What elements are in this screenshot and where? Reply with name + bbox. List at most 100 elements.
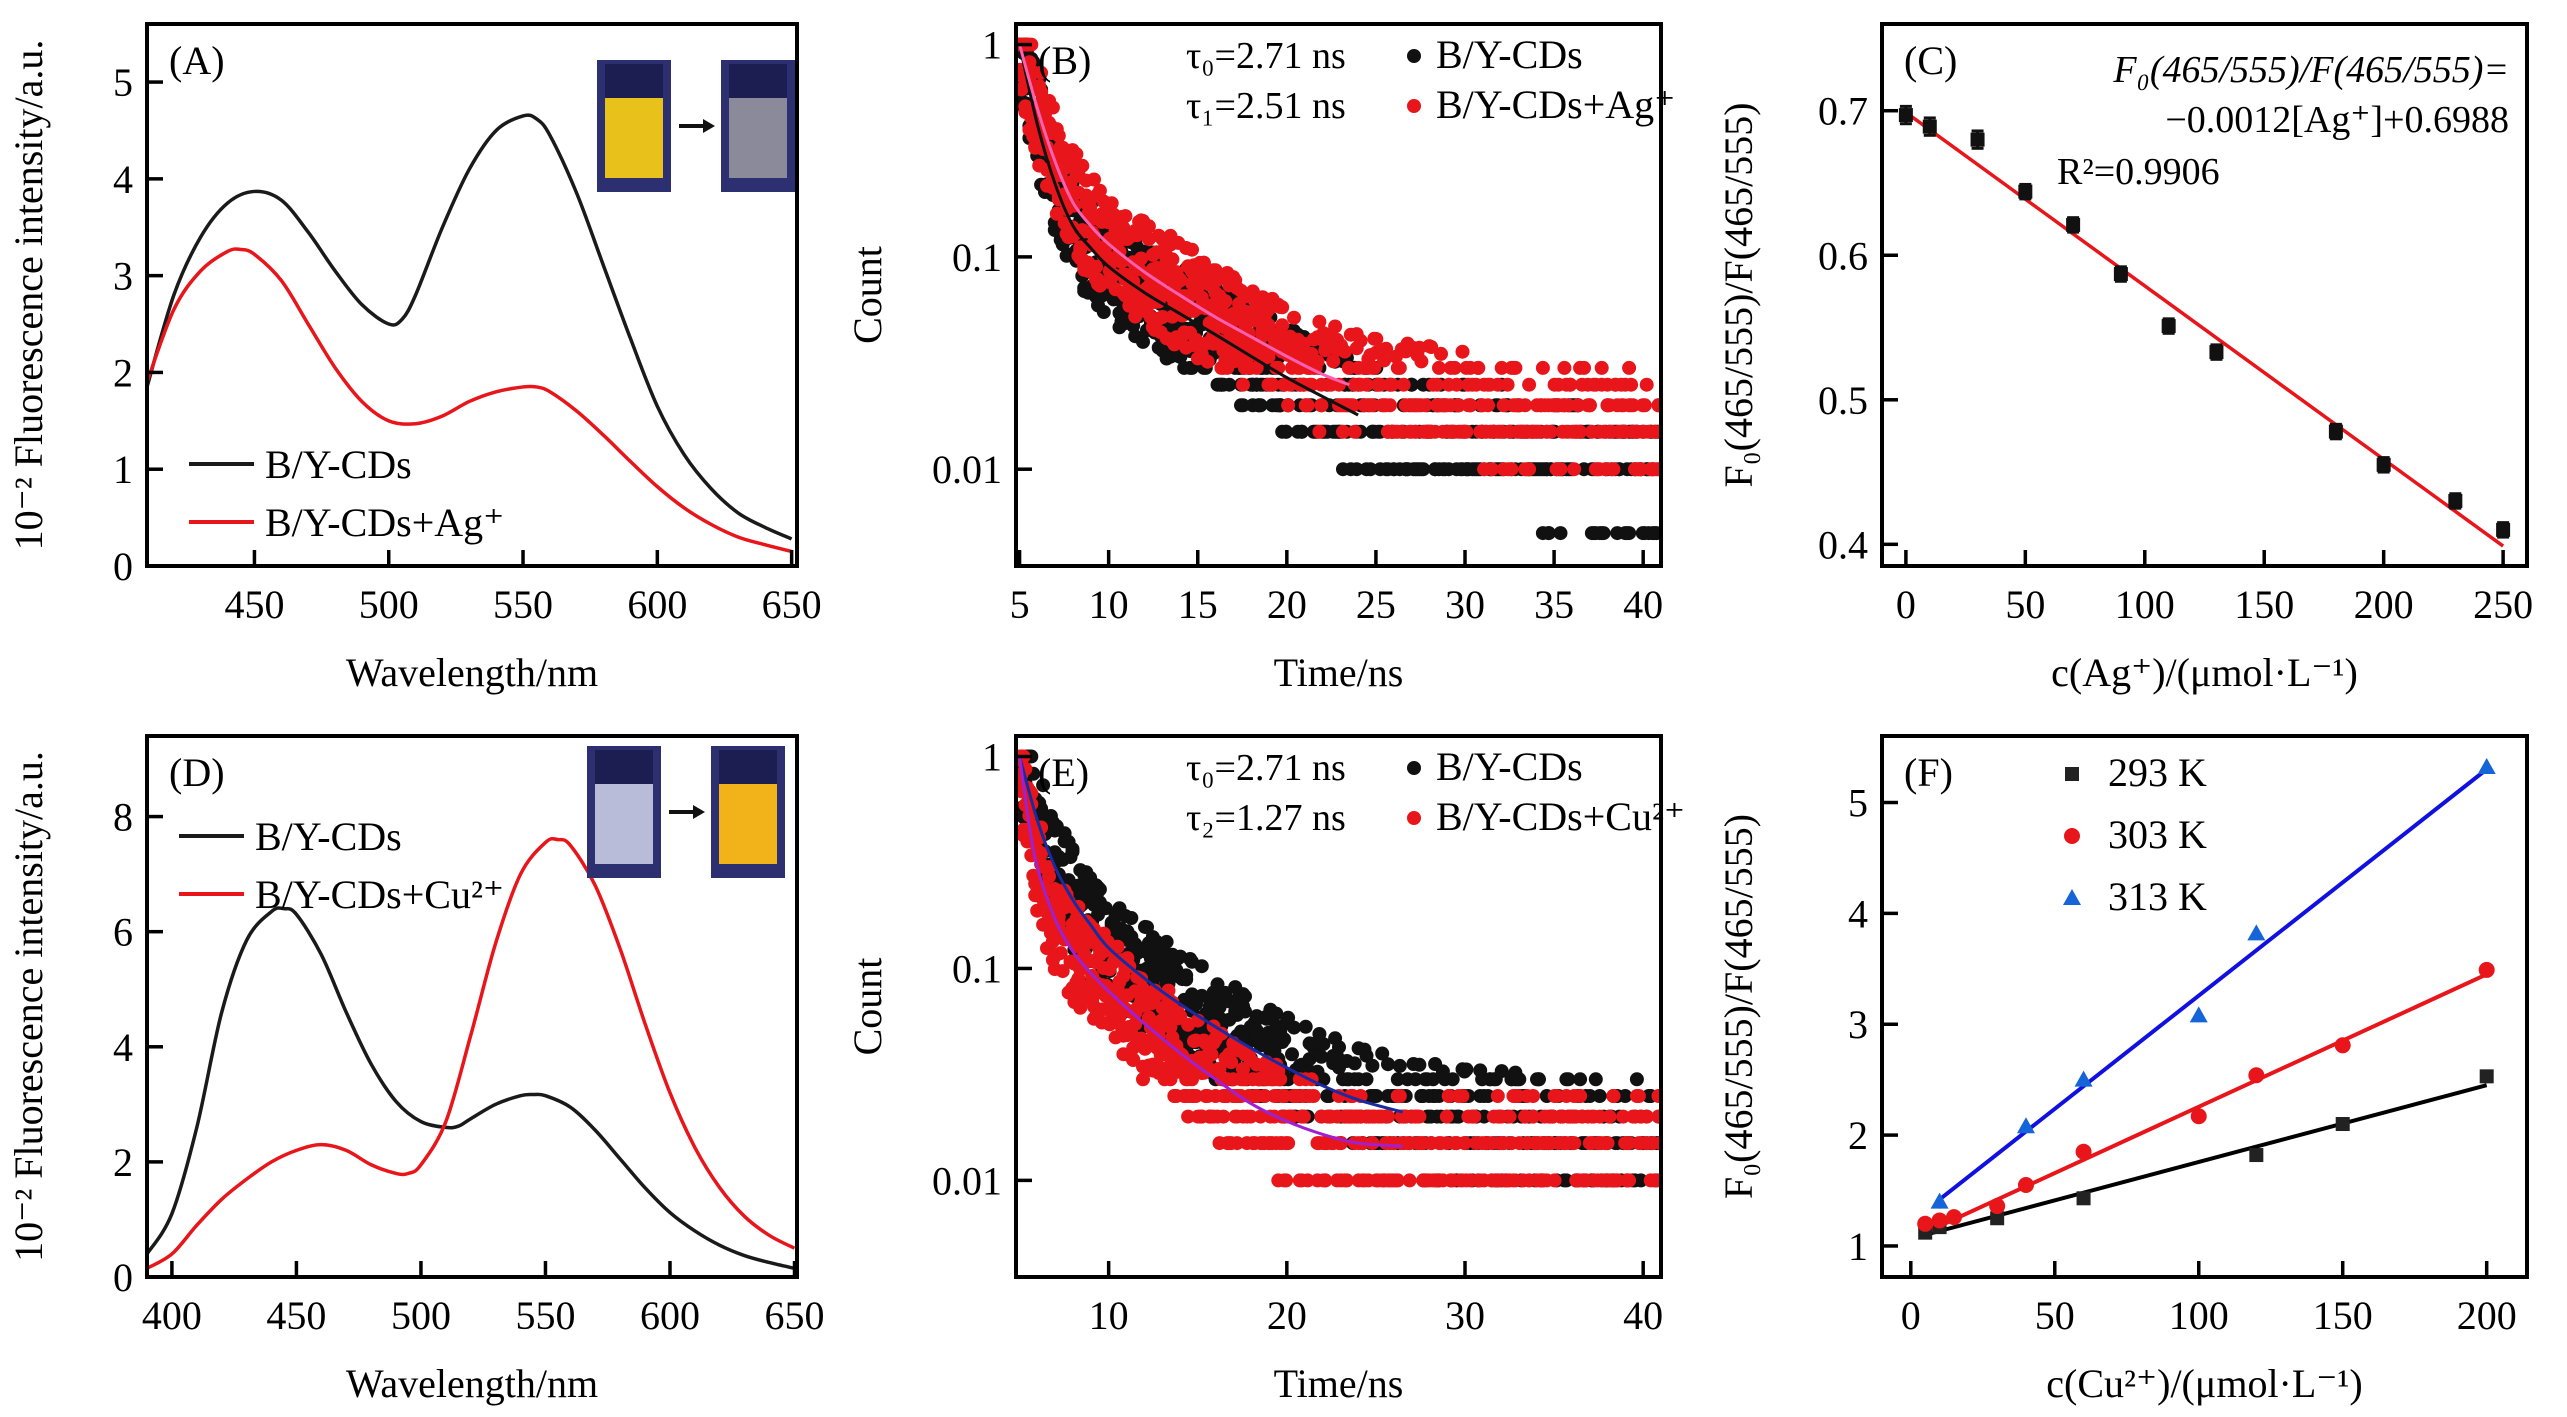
y-tick-label: 0.1 xyxy=(952,946,1002,991)
equation-line-2: −0.0012[Ag⁺]+0.6988 xyxy=(2165,99,2509,141)
data-point xyxy=(1277,1032,1292,1047)
data-point xyxy=(1451,1109,1466,1124)
cuvette-top xyxy=(605,64,663,98)
y-tick-label: 0.01 xyxy=(932,1158,1002,1203)
data-point xyxy=(1316,1037,1331,1052)
data-point xyxy=(1359,1072,1374,1087)
cuvette-liquid xyxy=(719,784,777,864)
data-point xyxy=(1089,259,1103,274)
y-tick-label: 0 xyxy=(113,1255,133,1300)
data-point xyxy=(1622,526,1637,541)
plot-frame xyxy=(1014,734,1663,1279)
data-point xyxy=(1445,1072,1460,1087)
data-point xyxy=(1917,1215,1934,1232)
cuvette-top xyxy=(719,750,777,784)
data-point xyxy=(1275,300,1290,315)
y-tick-label: 4 xyxy=(113,157,133,202)
x-tick-label: 30 xyxy=(1445,582,1485,627)
x-axis-title: c(Ag⁺)/(μmol·L⁻¹) xyxy=(2051,650,2358,695)
data-point xyxy=(2074,1070,2093,1087)
data-point xyxy=(1306,1089,1321,1103)
data-point xyxy=(1600,1136,1615,1151)
data-point xyxy=(1236,377,1250,392)
panel-label: (B) xyxy=(1038,38,1091,83)
data-point xyxy=(1141,219,1156,234)
data-point xyxy=(1194,959,1209,974)
data-point xyxy=(1185,242,1199,257)
data-point xyxy=(1455,1089,1470,1103)
data-point xyxy=(1294,424,1309,439)
data-point xyxy=(1034,65,1049,80)
data-point xyxy=(1459,424,1474,439)
data-point xyxy=(1328,319,1343,334)
series-line-0 xyxy=(147,113,793,541)
series-line-0 xyxy=(147,906,795,1271)
data-point xyxy=(1898,104,1913,126)
y-tick-label: 6 xyxy=(113,910,133,955)
x-tick-label: 200 xyxy=(2457,1293,2517,1338)
y-tick-label: 2 xyxy=(113,350,133,395)
x-tick-label: 5 xyxy=(1010,582,1030,627)
plot-frame xyxy=(145,22,799,568)
data-point xyxy=(2335,1117,2350,1132)
y-axis-title: F₀(465/555)/F(465/555) xyxy=(1716,814,1761,1199)
data-point xyxy=(1567,462,1582,477)
data-point xyxy=(1275,318,1290,333)
data-point xyxy=(1592,1109,1607,1124)
data-point xyxy=(1490,1089,1505,1103)
data-point xyxy=(1549,1089,1564,1103)
data-point xyxy=(1265,377,1280,392)
data-point xyxy=(1385,377,1399,392)
data-point xyxy=(1214,1026,1229,1041)
x-axis-title: Wavelength/nm xyxy=(346,650,598,695)
data-point xyxy=(1573,1089,1588,1103)
cuvette-liquid xyxy=(605,98,663,178)
inset-photo-before xyxy=(597,60,671,192)
cuvette-liquid xyxy=(595,784,653,864)
cuvette-liquid xyxy=(729,98,787,178)
data-point xyxy=(1467,1109,1482,1124)
y-tick-label: 0.01 xyxy=(932,447,1002,492)
x-axis-title: Time/ns xyxy=(1274,650,1404,695)
data-point xyxy=(2189,1006,2208,1023)
data-point xyxy=(1238,989,1252,1004)
y-axis-title: Count xyxy=(845,958,890,1056)
y-tick-label: 5 xyxy=(113,60,133,105)
data-point xyxy=(1518,398,1533,413)
data-point xyxy=(1363,462,1378,477)
legend-label: B/Y-CDs xyxy=(1436,744,1583,789)
data-point xyxy=(1238,1004,1252,1019)
data-point xyxy=(1098,901,1113,916)
data-point xyxy=(1596,526,1611,541)
data-point xyxy=(1610,1173,1625,1188)
data-point xyxy=(1457,1136,1472,1151)
legend-label: B/Y-CDs xyxy=(265,442,412,487)
data-point xyxy=(1582,398,1597,413)
legend-label: 313 K xyxy=(2108,874,2207,919)
data-point xyxy=(1312,424,1327,439)
data-point xyxy=(1092,882,1107,897)
data-point xyxy=(1365,1058,1380,1073)
data-point xyxy=(1494,360,1509,375)
data-point xyxy=(1381,1109,1395,1124)
panel-label: (D) xyxy=(169,750,225,795)
data-point xyxy=(1347,1056,1362,1071)
x-axis-title: c(Cu²⁺)/(μmol·L⁻¹) xyxy=(2046,1361,2362,1406)
data-point xyxy=(1281,1136,1296,1151)
x-tick-label: 250 xyxy=(2473,582,2533,627)
data-point xyxy=(1341,360,1356,375)
legend-marker xyxy=(1407,811,1421,825)
data-point xyxy=(1434,346,1448,361)
data-point xyxy=(1439,1109,1454,1124)
data-point xyxy=(1481,398,1495,413)
data-point xyxy=(1624,377,1639,392)
data-point xyxy=(1930,1192,1949,1209)
data-point xyxy=(1065,844,1080,859)
data-point xyxy=(1970,129,1985,150)
plot-area xyxy=(1917,758,2496,1240)
data-point xyxy=(1253,1109,1268,1124)
data-point xyxy=(1302,1052,1317,1067)
data-point xyxy=(1069,147,1084,162)
data-point xyxy=(1459,1062,1474,1077)
data-point xyxy=(1649,526,1661,541)
